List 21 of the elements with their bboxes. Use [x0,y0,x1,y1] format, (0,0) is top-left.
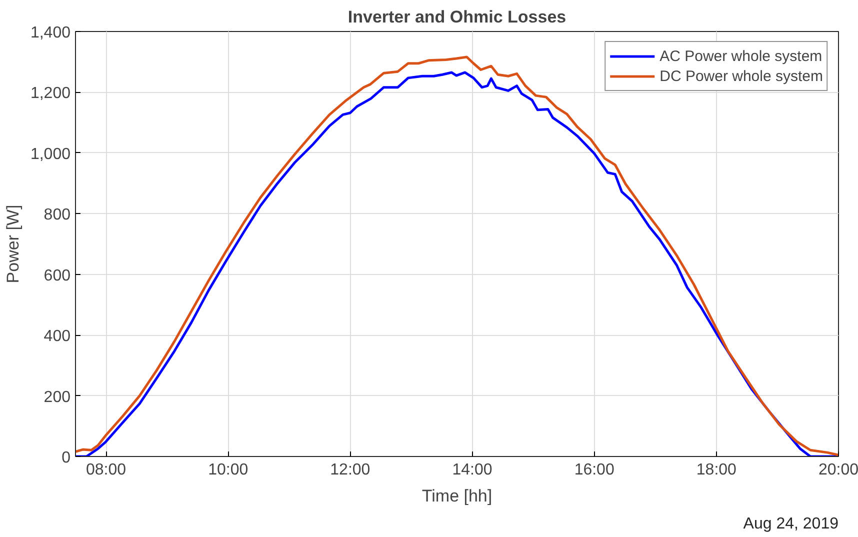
y-tick-label: 1,400 [30,24,71,42]
y-tick-label: 800 [44,206,71,224]
legend-label: DC Power whole system [660,68,823,84]
x-axis-title: Time [hh] [422,486,492,506]
x-tick-label: 20:00 [818,462,858,478]
legend-label: AC Power whole system [660,48,822,64]
x-tick-label: 16:00 [574,462,614,478]
x-tick-label: 10:00 [208,462,248,478]
x-tick-label: 12:00 [330,462,370,478]
y-tick-label: 200 [44,388,71,406]
y-tick-label: 0 [62,450,71,466]
x-tick-label: 14:00 [452,462,492,478]
y-axis-title: Power [W] [3,204,22,284]
y-tick-label: 600 [44,267,71,284]
y-tick-label: 400 [44,328,71,346]
text: Aug 24, 2019 [743,516,839,532]
y-tick-label: 1,000 [30,146,71,163]
x-tick-label: 18:00 [696,462,737,478]
chart-title: Inverter and Ohmic Losses [348,8,566,26]
x-tick-label: 08:00 [86,462,126,478]
y-tick-label: 1,200 [30,85,71,102]
